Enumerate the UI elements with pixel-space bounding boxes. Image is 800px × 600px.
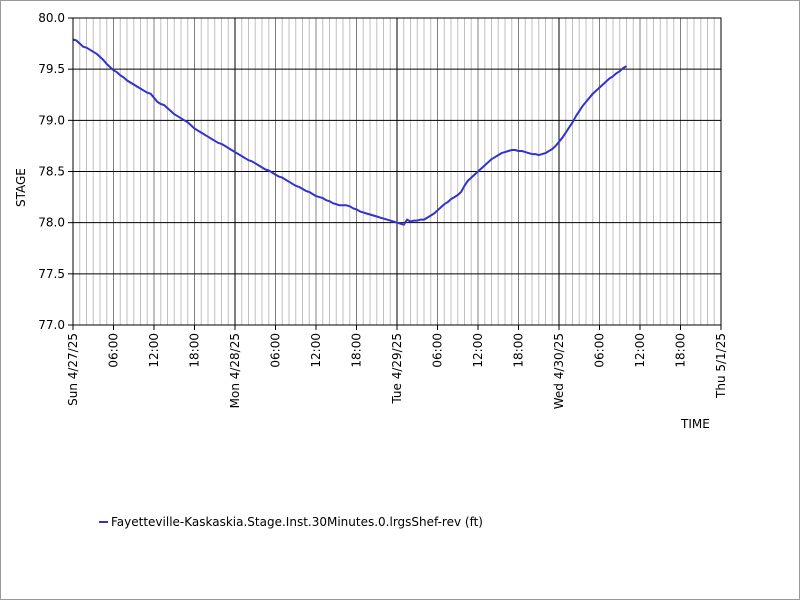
x-tick-label: 18:00 (512, 333, 526, 368)
x-tick-label: Wed 4/30/25 (552, 333, 566, 409)
x-tick-label: 06:00 (269, 333, 283, 368)
grid-lines (73, 18, 721, 325)
x-tick-label: 18:00 (188, 333, 202, 368)
y-axis-title: STAGE (14, 168, 28, 207)
x-tick-label: Sun 4/27/25 (66, 333, 80, 406)
y-tick-label: 79.0 (38, 113, 65, 127)
y-tick-label: 77.0 (38, 318, 65, 332)
y-tick-label: 78.0 (38, 216, 65, 230)
series-group (72, 38, 628, 226)
x-tick-label: Tue 4/29/25 (390, 333, 404, 405)
legend: Fayetteville-Kaskaskia.Stage.Inst.30Minu… (99, 515, 483, 529)
x-tick-label: 06:00 (593, 333, 607, 368)
x-tick-label: 12:00 (309, 333, 323, 368)
y-tick-label: 77.5 (38, 267, 65, 281)
x-axis-ticks: Sun 4/27/25 06:00 12:00 18:00 Mon 4/28/25 06:… (66, 325, 728, 409)
x-tick-label: 12:00 (471, 333, 485, 368)
y-tick-label: 79.5 (38, 62, 65, 76)
legend-label: Fayetteville-Kaskaskia.Stage.Inst.30Minu… (111, 515, 483, 529)
x-tick-label: 06:00 (107, 333, 121, 368)
y-axis-ticks: 77.0 77.5 78.0 78.5 79.0 79.5 80.0 (38, 11, 73, 332)
x-tick-label: 06:00 (431, 333, 445, 368)
series-line (72, 38, 628, 226)
x-tick-label: 18:00 (674, 333, 688, 368)
x-tick-label: 12:00 (147, 333, 161, 368)
y-tick-label: 78.5 (38, 165, 65, 179)
x-tick-label: 12:00 (633, 333, 647, 368)
y-tick-label: 80.0 (38, 11, 65, 25)
x-tick-label: Thu 5/1/25 (714, 333, 728, 399)
plot-border (72, 17, 722, 326)
x-tick-label: Mon 4/28/25 (228, 333, 242, 408)
x-tick-label: 18:00 (350, 333, 364, 368)
x-axis-title: TIME (680, 417, 710, 431)
